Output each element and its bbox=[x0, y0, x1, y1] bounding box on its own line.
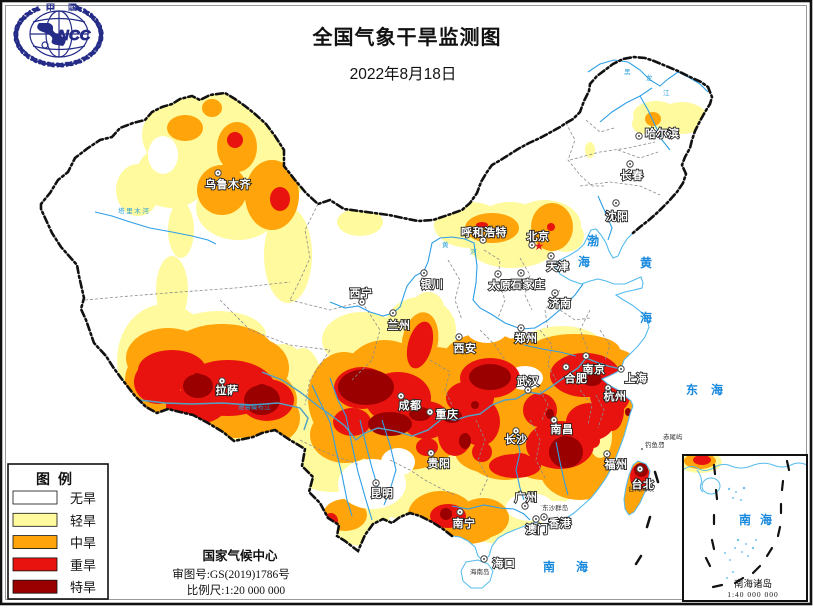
svg-text:黄: 黄 bbox=[640, 255, 652, 270]
svg-text:哈尔滨: 哈尔滨 bbox=[645, 126, 680, 140]
svg-text:南海诸岛: 南海诸岛 bbox=[734, 578, 772, 590]
svg-text:南宁: 南宁 bbox=[453, 516, 476, 530]
svg-text:福州: 福州 bbox=[604, 457, 628, 471]
svg-text:成都: 成都 bbox=[399, 398, 422, 412]
svg-text:上海: 上海 bbox=[625, 371, 648, 385]
svg-text:雅鲁藏布江: 雅鲁藏布江 bbox=[238, 402, 271, 411]
svg-text:银川: 银川 bbox=[421, 277, 444, 291]
svg-text:贵阳: 贵阳 bbox=[428, 456, 451, 470]
svg-text:全国气象干旱监测图: 全国气象干旱监测图 bbox=[312, 25, 502, 49]
svg-text:东: 东 bbox=[686, 382, 698, 397]
svg-text:特旱: 特旱 bbox=[70, 580, 96, 595]
svg-text:黑: 黑 bbox=[624, 68, 631, 76]
svg-text:赤尾屿: 赤尾屿 bbox=[663, 432, 683, 441]
svg-text:江: 江 bbox=[663, 89, 670, 97]
svg-text:龙: 龙 bbox=[646, 73, 653, 82]
svg-text:南: 南 bbox=[543, 559, 555, 574]
svg-text:1:40 000 000: 1:40 000 000 bbox=[727, 590, 779, 599]
svg-text:无旱: 无旱 bbox=[70, 491, 96, 506]
svg-text:呼和浩特: 呼和浩特 bbox=[461, 225, 507, 239]
svg-text:比例尺:1:20 000 000: 比例尺:1:20 000 000 bbox=[187, 583, 286, 597]
svg-text:香港: 香港 bbox=[548, 516, 572, 530]
svg-text:长春: 长春 bbox=[621, 168, 644, 182]
svg-text:西宁: 西宁 bbox=[350, 286, 373, 300]
svg-text:中旱: 中旱 bbox=[70, 536, 96, 551]
svg-text:海: 海 bbox=[711, 382, 723, 397]
svg-text:济南: 济南 bbox=[549, 296, 572, 310]
svg-text:`东沙群岛: `东沙群岛 bbox=[540, 503, 568, 512]
svg-text:澳门: 澳门 bbox=[526, 522, 549, 536]
svg-text:武汉: 武汉 bbox=[517, 374, 540, 388]
svg-text:海南岛: 海南岛 bbox=[470, 567, 490, 576]
svg-text:国家气候中心: 国家气候中心 bbox=[202, 548, 278, 563]
svg-text:南京: 南京 bbox=[583, 362, 606, 376]
svg-text:北京: 北京 bbox=[527, 229, 550, 243]
svg-text:拉萨: 拉萨 bbox=[216, 383, 239, 397]
svg-text:郑州: 郑州 bbox=[515, 331, 538, 345]
svg-text:钓鱼岛: 钓鱼岛 bbox=[645, 440, 665, 449]
svg-text:杭州: 杭州 bbox=[604, 389, 627, 403]
svg-text:乌鲁木齐: 乌鲁木齐 bbox=[205, 177, 251, 191]
svg-text:兰州: 兰州 bbox=[388, 318, 411, 332]
svg-text:中: 中 bbox=[47, 3, 54, 12]
svg-text:黄: 黄 bbox=[442, 240, 449, 249]
svg-text:南海: 南海 bbox=[739, 512, 781, 527]
svg-text:重庆: 重庆 bbox=[436, 407, 459, 421]
svg-text:昆明: 昆明 bbox=[371, 487, 394, 500]
svg-text:广州: 广州 bbox=[515, 490, 538, 504]
svg-text:沈阳: 沈阳 bbox=[606, 209, 629, 223]
svg-text:重旱: 重旱 bbox=[70, 558, 96, 573]
svg-text:渤: 渤 bbox=[587, 233, 599, 248]
svg-text:海口: 海口 bbox=[493, 556, 516, 570]
svg-text:★: ★ bbox=[534, 239, 545, 253]
svg-text:太原: 太原 bbox=[488, 278, 512, 292]
svg-text:河: 河 bbox=[470, 248, 477, 256]
svg-text:NCC: NCC bbox=[58, 27, 92, 44]
svg-text:海: 海 bbox=[640, 310, 652, 325]
svg-text:天津: 天津 bbox=[547, 259, 570, 273]
svg-text:图例: 图例 bbox=[36, 471, 80, 488]
svg-text:塔 里 木 河: 塔 里 木 河 bbox=[118, 206, 149, 215]
svg-text:长沙: 长沙 bbox=[505, 432, 528, 446]
svg-text:国: 国 bbox=[70, 3, 77, 12]
svg-text:审图号:GS(2019)1786号: 审图号:GS(2019)1786号 bbox=[172, 567, 290, 581]
svg-text:海: 海 bbox=[576, 559, 588, 574]
svg-text:合肥: 合肥 bbox=[565, 371, 588, 385]
svg-text:2022年8月18日: 2022年8月18日 bbox=[350, 65, 457, 83]
svg-text:台湾海峡: 台湾海峡 bbox=[628, 484, 655, 493]
svg-text:轻旱: 轻旱 bbox=[70, 513, 96, 528]
svg-text:南昌: 南昌 bbox=[551, 422, 574, 436]
svg-text:石家庄: 石家庄 bbox=[510, 277, 546, 291]
svg-text:西安: 西安 bbox=[454, 341, 477, 355]
svg-text:海: 海 bbox=[578, 254, 590, 269]
svg-text:台北: 台北 bbox=[632, 477, 655, 491]
